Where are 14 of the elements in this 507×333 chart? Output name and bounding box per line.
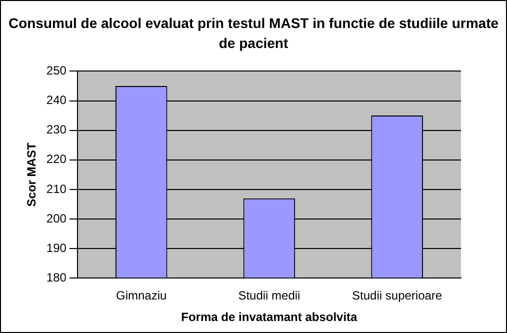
y-tick-label: 220 <box>46 152 67 166</box>
y-tick-label: 240 <box>46 93 67 108</box>
x-tick-label: Gimnaziu <box>116 288 167 303</box>
y-tick-label: 180 <box>46 270 67 285</box>
x-tick-label: Studii medii <box>238 288 300 303</box>
y-tick-label: 200 <box>46 211 67 226</box>
x-tick-label: Studii superioare <box>352 288 442 303</box>
y-tick-label: 190 <box>46 240 67 255</box>
y-axis-title: Scor MAST <box>24 142 39 207</box>
y-tick-label: 250 <box>46 64 67 78</box>
x-axis-title: Forma de invatamant absolvita <box>181 310 358 324</box>
y-tick-label: 230 <box>46 122 67 137</box>
chart-title: Consumul de alcool evaluat prin testul MAST in functie de studiile urmate de pacient <box>7 14 500 53</box>
y-tick-label: 210 <box>46 182 67 196</box>
